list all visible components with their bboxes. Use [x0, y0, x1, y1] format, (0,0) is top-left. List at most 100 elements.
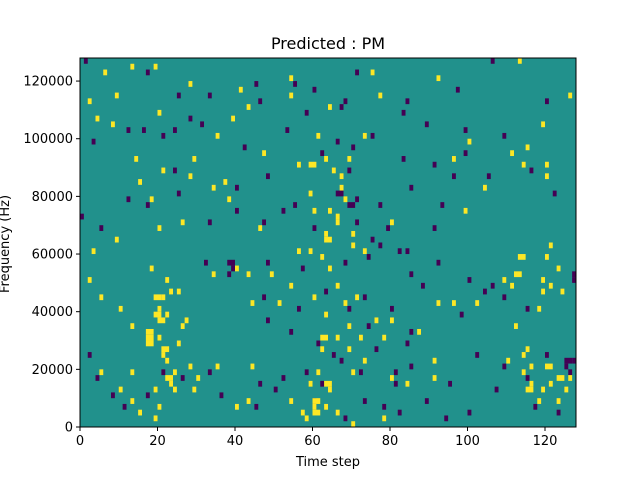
heatmap-cell-low — [258, 380, 263, 387]
heatmap-cell-high — [436, 75, 441, 82]
heatmap-cell-low — [235, 207, 239, 214]
heatmap-cell-low — [552, 190, 557, 197]
heatmap-cell-high — [506, 357, 511, 364]
heatmap-cell-low — [312, 86, 317, 93]
heatmap-cell-high — [541, 288, 546, 295]
heatmap-cell-high — [343, 196, 348, 203]
heatmap-cell-high — [335, 213, 340, 220]
heatmap-cell-low — [176, 190, 181, 197]
heatmap-cell-high — [188, 363, 193, 370]
heatmap-cell-low — [173, 167, 177, 174]
heatmap-cell-high — [390, 317, 394, 324]
heatmap-cell-high — [339, 173, 344, 180]
heatmap-cell-high — [324, 156, 329, 162]
heatmap-cell-high — [308, 161, 317, 168]
heatmap-cell-low — [483, 288, 487, 295]
x-tick-label: 100 — [455, 434, 480, 449]
heatmap-cell-low — [343, 98, 348, 105]
heatmap-cell-high — [91, 248, 96, 255]
heatmap-cell-high — [308, 248, 313, 255]
heatmap-cell-low — [122, 403, 127, 410]
heatmap-cell-high — [235, 265, 239, 272]
heatmap-cell-low — [432, 161, 437, 168]
heatmap-cell-high — [289, 282, 294, 289]
heatmap-cell-high — [153, 63, 158, 70]
heatmap-cell-high — [153, 386, 158, 393]
heatmap-cell-high — [235, 403, 239, 410]
heatmap-cell-low — [173, 127, 177, 133]
heatmap-cell-high — [312, 207, 317, 214]
heatmap-cell-high — [173, 386, 177, 393]
heatmap-cell-low — [444, 415, 449, 422]
heatmap-cell-high — [157, 225, 162, 231]
heatmap-cell-low — [266, 259, 270, 266]
heatmap-cell-low — [525, 305, 530, 312]
heatmap-cell-low — [405, 340, 410, 347]
heatmap-cell-high — [149, 196, 154, 203]
y-tick-label: 40000 — [32, 305, 73, 320]
heatmap-cell-low — [436, 259, 441, 266]
heatmap-cell-low — [545, 98, 549, 105]
heatmap-cell-high — [138, 409, 143, 416]
heatmap-cell-high — [545, 173, 549, 180]
heatmap-cell-high — [355, 294, 360, 301]
heatmap-cell-high — [149, 265, 154, 272]
heatmap-cell-low — [556, 409, 561, 416]
heatmap-cell-high — [560, 288, 565, 295]
heatmap-cell-high — [300, 409, 305, 416]
y-tick-label: 120000 — [23, 75, 73, 90]
heatmap-cell-low — [204, 259, 208, 266]
heatmap-cell-high — [145, 340, 154, 347]
heatmap-cell-high — [173, 369, 177, 376]
heatmap-cell-high — [312, 403, 317, 410]
x-tick-label: 60 — [304, 434, 321, 449]
heatmap-cell-high — [145, 334, 154, 341]
heatmap-cell-low — [161, 369, 166, 376]
heatmap-cell-low — [262, 294, 267, 301]
heatmap-cell-high — [118, 305, 123, 312]
heatmap-cell-low — [188, 115, 193, 122]
heatmap-cell-high — [161, 346, 170, 353]
heatmap-cell-high — [153, 294, 162, 301]
heatmap-cell-high — [521, 161, 526, 168]
heatmap-cell-low — [285, 127, 290, 133]
heatmap-cell-low — [374, 346, 379, 353]
heatmap-cell-high — [114, 92, 119, 99]
heatmap-cell-high — [277, 300, 282, 306]
heatmap-cell-low — [126, 127, 131, 133]
heatmap-cell-low — [335, 190, 344, 197]
heatmap-cell-high — [556, 398, 561, 404]
heatmap-cell-low — [258, 98, 263, 105]
heatmap-cell-high — [452, 300, 456, 306]
heatmap-cell-low — [335, 138, 340, 145]
heatmap-cell-low — [486, 173, 491, 180]
heatmap-cell-high — [188, 81, 193, 87]
heatmap-cell-low — [80, 213, 84, 220]
heatmap-cell-high — [320, 254, 325, 260]
heatmap-cell-low — [455, 86, 460, 93]
heatmap-cell-low — [467, 277, 472, 283]
heatmap-cell-high — [347, 323, 352, 329]
heatmap-cell-low — [91, 138, 96, 145]
heatmap-cell-high — [169, 288, 174, 295]
heatmap-cell-high — [246, 398, 251, 404]
heatmap-cell-high — [250, 300, 255, 306]
heatmap-cell-low — [568, 369, 573, 376]
heatmap-cell-high — [568, 92, 573, 99]
heatmap-cell-high — [556, 375, 565, 381]
heatmap-cell-low — [227, 271, 232, 278]
heatmap-cell-low — [397, 409, 402, 416]
x-axis-ticks: 0 20 40 60 80 100 120 — [76, 427, 557, 449]
heatmap-cell-low — [235, 184, 239, 191]
heatmap-cell-low — [339, 357, 344, 364]
heatmap-cell-high — [227, 196, 232, 203]
heatmap-cell-low — [316, 340, 321, 347]
heatmap-cell-low — [390, 305, 394, 312]
heatmap-cell-low — [312, 225, 317, 231]
heatmap-cell-high — [223, 179, 228, 185]
heatmap-cell-low — [339, 104, 344, 110]
heatmap-cell-high — [176, 288, 181, 295]
heatmap-cell-high — [304, 415, 309, 422]
heatmap-cell-low — [409, 363, 414, 370]
heatmap-cell-high — [362, 132, 367, 139]
